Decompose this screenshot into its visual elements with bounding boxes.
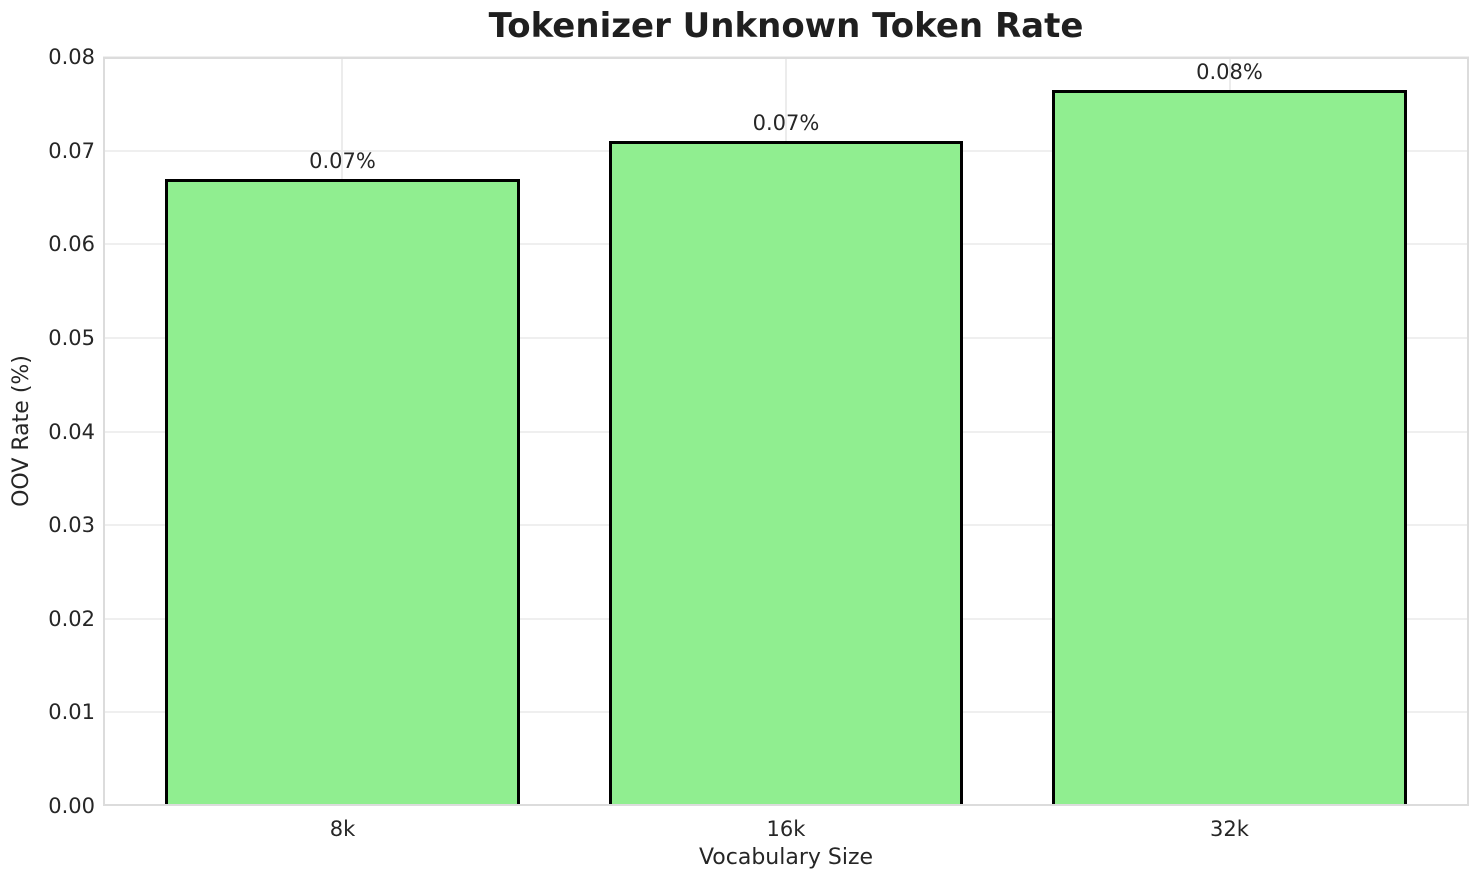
y-tick-label: 0.04 bbox=[48, 419, 95, 444]
bar bbox=[608, 141, 964, 806]
chart-title: Tokenizer Unknown Token Rate bbox=[488, 6, 1084, 46]
plot-area: 0.07% 0.07% 0.08% bbox=[103, 56, 1469, 806]
bar bbox=[165, 178, 520, 806]
y-tick-label: 0.02 bbox=[48, 606, 95, 631]
y-tick-label: 0.08 bbox=[48, 45, 95, 69]
x-tick-label: 16k bbox=[766, 817, 806, 841]
x-tick-label: 32k bbox=[1210, 817, 1249, 841]
y-tick-label: 0.01 bbox=[48, 700, 95, 725]
y-tick-label: 0.03 bbox=[48, 513, 95, 538]
bar bbox=[1052, 89, 1407, 806]
bar-value-label: 0.07% bbox=[309, 148, 376, 173]
y-tick-label: 0.00 bbox=[48, 794, 95, 818]
y-tick-label: 0.06 bbox=[48, 232, 95, 257]
bar-value-label: 0.08% bbox=[1196, 59, 1263, 84]
bar-value-label: 0.07% bbox=[752, 111, 820, 136]
x-tick-label: 8k bbox=[329, 817, 356, 841]
x-axis-label: Vocabulary Size bbox=[698, 845, 874, 870]
y-tick-label: 0.05 bbox=[48, 325, 95, 350]
y-tick-label: 0.07 bbox=[48, 138, 95, 163]
